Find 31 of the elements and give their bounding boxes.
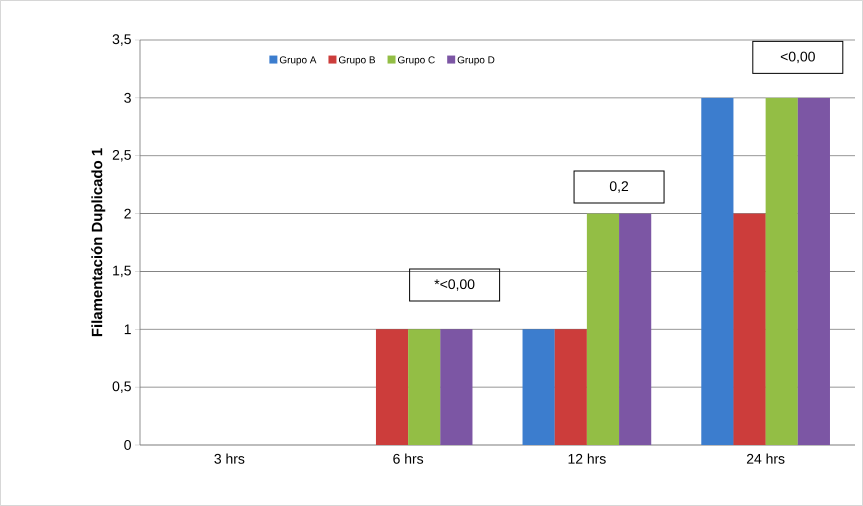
y-tick-label: 0,5: [112, 381, 131, 393]
x-tick-label: 6 hrs: [393, 454, 424, 464]
legend-label: Grupo B: [338, 56, 376, 66]
bar: [701, 98, 734, 445]
legend-label: Grupo C: [398, 56, 435, 66]
x-tick-label: 24 hrs: [746, 454, 784, 464]
annotation: 0,2: [610, 181, 628, 193]
bar: [408, 329, 440, 445]
annotation: *<0,00: [434, 279, 474, 291]
bar: [798, 98, 830, 445]
bar: [554, 329, 587, 445]
y-tick-label: 0: [124, 440, 131, 450]
legend-label: Grupo D: [458, 56, 494, 66]
annotation: <0,00: [780, 52, 815, 64]
bar: [733, 214, 766, 445]
y-tick-label: 3,5: [112, 34, 131, 46]
y-axis-title: Filamentación Duplicado 1: [91, 148, 106, 336]
bar: [522, 329, 555, 445]
y-tick-label: 1,5: [113, 266, 131, 278]
bar: [376, 329, 408, 445]
bar: [619, 214, 652, 445]
y-tick-label: 2,5: [112, 150, 131, 162]
legend-label: Grupo A: [280, 56, 316, 66]
y-tick-label: 3: [124, 92, 131, 103]
x-tick-label: 3 hrs: [214, 454, 244, 464]
bar: [586, 214, 620, 445]
x-tick-label: 12 hrs: [568, 454, 606, 464]
bar: [766, 98, 798, 445]
y-tick-label: 1: [124, 324, 131, 334]
y-tick-label: 2: [124, 208, 131, 218]
bar: [440, 329, 472, 445]
